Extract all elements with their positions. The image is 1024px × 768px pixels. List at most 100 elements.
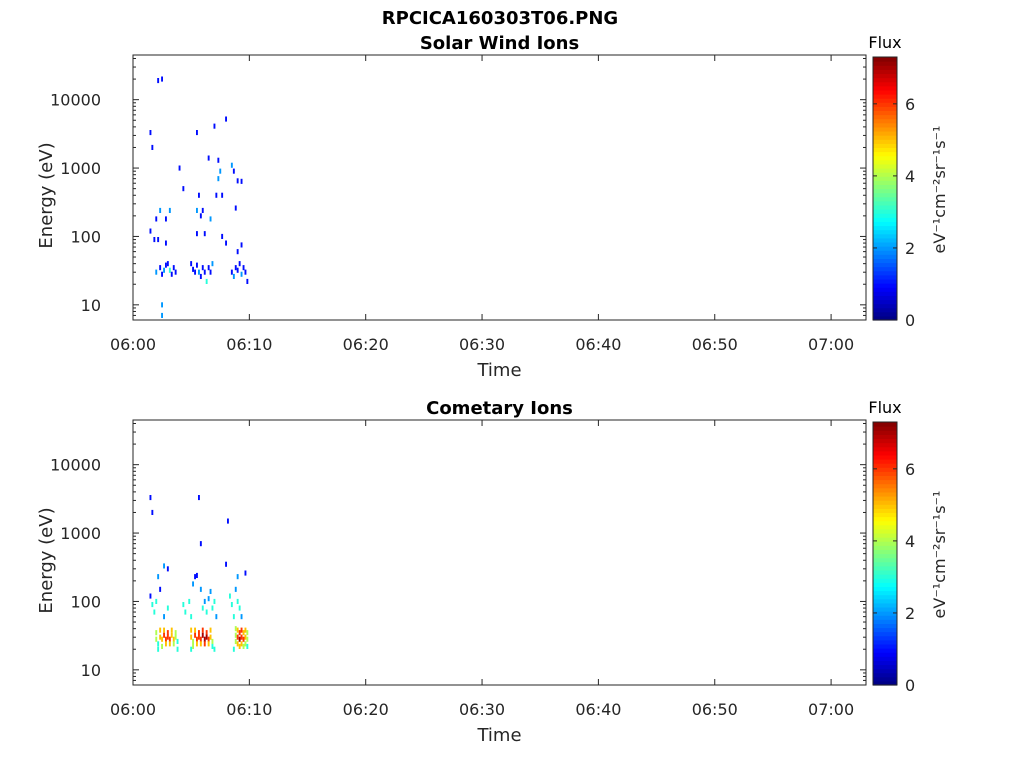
heatmap-cell <box>213 646 216 652</box>
heatmap-cell <box>149 593 152 599</box>
heatmap-cell <box>172 636 175 642</box>
heatmap-cell <box>166 605 169 611</box>
heatmap-cell <box>242 636 245 642</box>
heatmap-cell <box>170 627 173 633</box>
y-axis-label: Energy (eV) <box>36 142 57 248</box>
heatmap-cell <box>238 261 241 267</box>
heatmap-cell <box>238 636 241 642</box>
heatmap-cell <box>236 178 239 184</box>
chart-title: Solar Wind Ions <box>420 33 579 54</box>
heatmap-cell <box>203 231 206 237</box>
x-tick-label: 06:30 <box>459 335 505 354</box>
colorbar-step <box>873 664 897 670</box>
colorbar-step <box>873 524 897 530</box>
heatmap-cell <box>201 207 204 213</box>
heatmap-cell <box>232 273 235 279</box>
colorbar-step <box>873 643 897 649</box>
colorbar-step <box>873 110 897 116</box>
colorbar-step <box>873 590 897 596</box>
heatmap-cell <box>203 598 206 604</box>
heatmap-cell <box>209 634 212 640</box>
heatmap-cell <box>161 271 163 277</box>
colorbar-step <box>873 512 897 518</box>
heatmap-cell <box>225 561 227 567</box>
x-tick-label: 06:00 <box>110 700 156 719</box>
colorbar-step <box>873 176 897 181</box>
colorbar-step <box>873 287 897 292</box>
heatmap-cell <box>170 632 173 638</box>
heatmap-cell <box>236 598 239 604</box>
y-tick-label: 1000 <box>60 159 101 178</box>
heatmap-cell <box>178 165 181 171</box>
heatmap-cell <box>211 261 214 267</box>
colorbar-step <box>873 81 897 87</box>
heatmap-cell <box>207 155 210 161</box>
heatmap-cell <box>242 643 245 649</box>
colorbar-step <box>873 135 897 140</box>
heatmap-cell <box>246 643 249 649</box>
heatmap-cell <box>192 581 194 587</box>
colorbar-step <box>873 463 897 468</box>
heatmap-cell <box>217 157 220 163</box>
colorbar-title: Flux <box>868 398 901 417</box>
y-tick-label: 100 <box>70 227 101 246</box>
colorbar-step <box>873 504 897 509</box>
colorbar-step <box>873 602 897 608</box>
colorbar-step <box>873 631 897 637</box>
heatmap-cell <box>166 630 169 636</box>
colorbar-step <box>873 627 897 633</box>
colorbar-step <box>873 434 897 440</box>
colorbar-step <box>873 303 897 309</box>
heatmap-cell <box>190 614 193 620</box>
heatmap-cell <box>199 541 202 547</box>
heatmap-cell <box>196 641 198 647</box>
colorbar-step <box>873 151 897 157</box>
heatmap-cell <box>166 566 169 572</box>
heatmap-cell <box>225 240 227 246</box>
colorbar-tick-label: 2 <box>905 604 915 623</box>
colorbar-step <box>873 619 897 624</box>
heatmap-cell <box>161 636 163 642</box>
heatmap-cell <box>201 632 204 638</box>
heatmap-cell <box>236 249 239 255</box>
heatmap-cell <box>205 630 208 636</box>
colorbar-tick-label: 4 <box>905 532 915 551</box>
colorbar-step <box>873 520 897 526</box>
heatmap-cell <box>182 186 185 192</box>
colorbar-step <box>873 467 897 472</box>
colorbar-step <box>873 270 897 276</box>
colorbar-step <box>873 454 897 460</box>
colorbar-step <box>873 307 897 313</box>
colorbar-tick-label: 0 <box>905 311 915 330</box>
heatmap-cell <box>213 123 216 129</box>
heatmap-cell <box>232 614 235 620</box>
x-tick-label: 06:50 <box>692 335 738 354</box>
heatmap-cell <box>209 216 212 222</box>
colorbar-step <box>873 98 897 103</box>
heatmap-cell <box>155 630 158 636</box>
heatmap-cell <box>151 509 154 515</box>
x-tick-label: 06:50 <box>692 700 738 719</box>
colorbar-step <box>873 442 897 448</box>
heatmap-cell <box>203 636 206 642</box>
x-tick-label: 06:40 <box>575 335 621 354</box>
y-tick-label: 10000 <box>50 91 101 110</box>
heatmap-cell <box>149 495 152 501</box>
colorbar-step <box>873 557 897 563</box>
heatmap-cell <box>240 634 243 640</box>
colorbar-step <box>873 69 897 75</box>
heatmap-cell <box>174 634 177 640</box>
x-axis-label: Time <box>476 725 521 746</box>
figure-title: RPCICA160303T06.PNG <box>382 8 618 29</box>
heatmap-cell <box>172 265 175 271</box>
colorbar-step <box>873 668 897 674</box>
heatmap-cell <box>149 130 152 136</box>
colorbar-step <box>873 188 897 194</box>
heatmap-cell <box>234 632 237 638</box>
heatmap-cell <box>161 302 163 308</box>
heatmap-cell <box>205 278 208 284</box>
heatmap-cell <box>244 627 247 633</box>
heatmap-cell <box>188 598 191 604</box>
heatmap-cell <box>159 627 162 633</box>
colorbar: 0 2 4 6 Flux eV⁻¹cm⁻²sr⁻¹s⁻¹ <box>868 33 949 330</box>
